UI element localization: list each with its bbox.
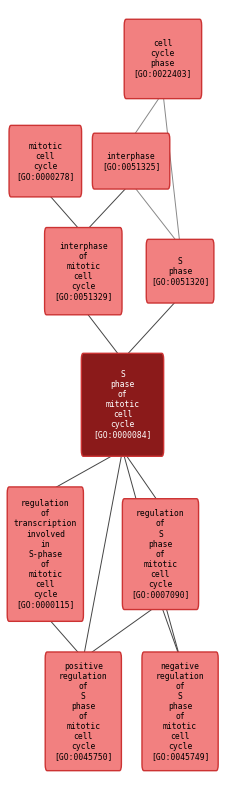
Text: S
phase
[GO:0051320]: S phase [GO:0051320] [151,256,209,286]
Text: regulation
of
transcription
involved
in
S-phase
of
mitotic
cell
cycle
[GO:000011: regulation of transcription involved in … [14,499,77,609]
Text: S
phase
of
mitotic
cell
cycle
[GO:0000084]: S phase of mitotic cell cycle [GO:000008… [93,370,152,439]
FancyBboxPatch shape [45,652,122,770]
FancyBboxPatch shape [124,19,202,98]
Text: interphase
of
mitotic
cell
cycle
[GO:0051329]: interphase of mitotic cell cycle [GO:005… [54,241,112,301]
FancyBboxPatch shape [81,354,164,456]
FancyBboxPatch shape [45,228,122,314]
FancyBboxPatch shape [9,125,82,196]
FancyBboxPatch shape [7,487,83,621]
FancyBboxPatch shape [92,133,170,189]
Text: negative
regulation
of
S
phase
of
mitotic
cell
cycle
[GO:0045749]: negative regulation of S phase of mitoti… [151,662,209,761]
FancyBboxPatch shape [146,239,214,303]
FancyBboxPatch shape [142,652,218,770]
Text: regulation
of
S
phase
of
mitotic
cell
cycle
[GO:0007090]: regulation of S phase of mitotic cell cy… [131,509,190,599]
FancyBboxPatch shape [122,498,198,610]
Text: mitotic
cell
cycle
[GO:0000278]: mitotic cell cycle [GO:0000278] [16,141,74,181]
Text: interphase
[GO:0051325]: interphase [GO:0051325] [102,152,160,171]
Text: cell
cycle
phase
[GO:0022403]: cell cycle phase [GO:0022403] [134,39,192,79]
Text: positive
regulation
of
S
phase
of
mitotic
cell
cycle
[GO:0045750]: positive regulation of S phase of mitoti… [54,662,112,761]
